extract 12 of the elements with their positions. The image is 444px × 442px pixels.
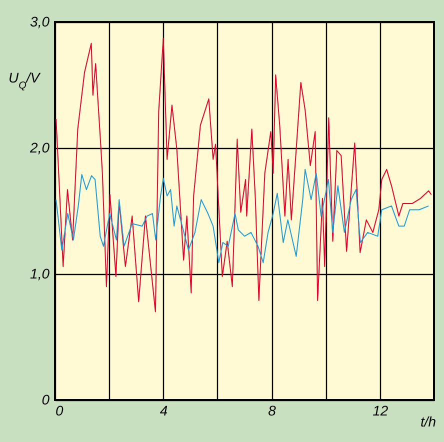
x-tick-label: 8 [268,402,276,418]
y-axis-title: U$_{Q}$/V [8,70,42,91]
line-series [56,168,430,264]
x-tick-label: 12 [372,402,388,418]
x-tick-label: 0 [56,402,64,418]
y-tick-label: 3,0 [30,14,50,30]
x-axis-title: t/h [420,414,436,430]
line-series [56,38,432,312]
y-tick-label: 1,0 [30,266,50,282]
y-tick-label: 0 [42,392,50,408]
y-tick-label: 2,0 [29,140,50,156]
x-tick-label: 4 [160,402,168,418]
